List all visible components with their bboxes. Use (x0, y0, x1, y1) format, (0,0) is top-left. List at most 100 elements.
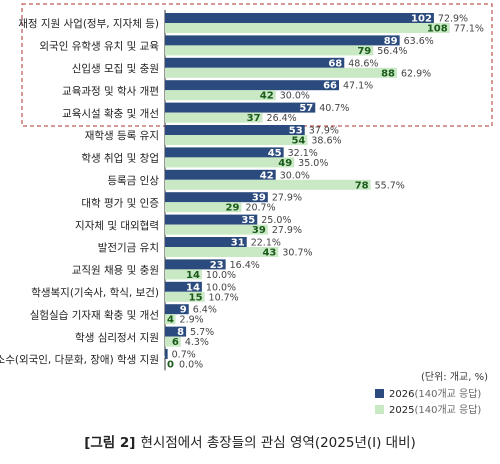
bar-2025 (165, 179, 371, 190)
bar-2026 (165, 192, 268, 203)
count-label-2025: 39 (252, 225, 266, 236)
bar-2026 (165, 147, 284, 158)
count-label-2026: 102 (411, 14, 432, 25)
percent-label-2025: 20.7% (245, 203, 275, 214)
unit-note: (단위: 개교, %) (421, 370, 488, 383)
bar-2026 (165, 349, 168, 359)
count-label-2026: 89 (384, 36, 398, 47)
count-label-2026: 57 (299, 103, 313, 114)
count-label-2025: 4 (167, 315, 174, 326)
percent-label-2026: 0.7% (172, 350, 196, 361)
bar-row: 학생복지(기숙사, 학식, 보건) 14 10.0%15 10.7% (31, 281, 239, 303)
bar-row: 대학 평가 및 인증 39 27.9% 29 20.7% (81, 192, 302, 214)
percent-label-2026: 22.1% (251, 238, 281, 249)
bar-row: 재정 지원 사업(정부, 지자체 등) 102 72.9%108 77.1% (18, 13, 484, 35)
category-label: 발전기금 유치 (98, 242, 159, 254)
percent-label-2025: 62.9% (401, 68, 431, 79)
bar-2025 (165, 336, 181, 347)
count-label-2025: 54 (291, 136, 305, 147)
percent-label-2025: 30.7% (282, 248, 312, 259)
legend-series-note-2026: (140개교 응답) (414, 388, 481, 400)
count-label-2026: 31 (231, 238, 245, 249)
category-label: 소수(외국인, 다문화, 장애) 학생 지원 (0, 354, 159, 366)
percent-label-2026: 32.1% (288, 148, 318, 159)
bar-2026 (165, 214, 258, 225)
category-label: 학생 취업 및 창업 (81, 152, 159, 165)
chart-caption: [그림 2] 현시점에서 총장들의 관심 영역(2025년(Ⅰ) 대비) (84, 435, 416, 451)
caption-text: 현시점에서 총장들의 관심 영역(2025년(Ⅰ) 대비) (140, 435, 415, 451)
bar-2025 (165, 157, 295, 168)
count-label-2026: 53 (289, 126, 303, 137)
percent-label-2026: 27.9% (272, 193, 302, 204)
bar-2025 (165, 135, 308, 145)
count-label-2026: 45 (268, 148, 282, 159)
percent-label-2026: 63.6% (404, 36, 434, 47)
count-label-2026: 68 (328, 58, 342, 69)
bar-2026 (165, 125, 305, 135)
bar-row: 외국인 유학생 유치 및 교육 89 63.6% 79 56.4% (39, 35, 434, 57)
legend: 2026(140개교 응답) 2025(140개교 응답) (375, 388, 481, 416)
percent-label-2026: 37.9% (309, 126, 339, 137)
percent-label-2025: 2.9% (180, 315, 204, 326)
count-label-2026: 39 (252, 193, 266, 204)
percent-label-2025: 55.7% (375, 180, 405, 191)
bar-2025 (165, 90, 276, 101)
bar-row: 교직원 채용 및 충원 23 16.4% 14 10.0% (72, 259, 260, 281)
bar-2025 (165, 67, 397, 78)
bar-2026 (165, 13, 434, 23)
bar-row: 재학생 등록 유지 53 37.9% 54 38.6% (85, 125, 342, 147)
bar-row: 교육과정 및 학사 개편 66 47.1% 42 30.0% (62, 80, 373, 102)
bar-2026 (165, 281, 202, 292)
count-label-2025: 49 (278, 158, 292, 169)
percent-label-2025: 38.6% (311, 136, 341, 147)
category-label: 학생 심리정서 지원 (75, 332, 159, 344)
bar-2026 (165, 80, 339, 91)
count-label-2026: 1 (159, 350, 166, 361)
count-label-2026: 14 (186, 282, 200, 293)
percent-label-2025: 10.0% (206, 270, 236, 281)
count-label-2026: 35 (241, 215, 255, 226)
legend-label-2026: 2026(140개교 응답) (389, 388, 481, 400)
count-label-2025: 37 (247, 113, 261, 124)
percent-label-2025: 27.9% (272, 225, 302, 236)
count-label-2025: 6 (172, 337, 179, 348)
legend-series-name-2025: 2025 (389, 405, 414, 416)
bar-2025 (165, 269, 202, 280)
bar-2025 (165, 202, 242, 213)
percent-label-2026: 10.0% (206, 282, 236, 293)
bar-2026 (165, 304, 189, 315)
percent-label-2025: 30.0% (280, 91, 310, 102)
percent-label-2026: 6.4% (193, 305, 217, 316)
percent-label-2025: 77.1% (454, 24, 484, 35)
bar-row: 신입생 모집 및 충원 68 48.6%88 62.9% (72, 57, 431, 79)
count-label-2026: 23 (210, 260, 224, 271)
count-label-2026: 42 (260, 170, 274, 181)
percent-label-2026: 40.7% (319, 103, 349, 114)
bar-2026 (165, 237, 247, 247)
bar-row: 실험실습 기자재 확충 및 개선 9 6.4% 4 2.9% (30, 304, 217, 326)
count-label-2025: 15 (189, 292, 203, 303)
bar-row: 지자체 및 대외협력 35 25.0%39 27.9% (75, 214, 302, 236)
percent-label-2026: 25.0% (261, 215, 291, 226)
percent-label-2025: 10.7% (209, 292, 239, 303)
legend-swatch-2026 (375, 389, 384, 398)
percent-label-2025: 0.0% (179, 360, 203, 371)
count-label-2025: 108 (427, 24, 448, 35)
bar-2025 (165, 247, 279, 257)
percent-label-2026: 48.6% (348, 58, 378, 69)
bar-row: 학생 취업 및 창업 45 32.1%49 35.0% (81, 147, 328, 169)
count-label-2025: 78 (355, 180, 369, 191)
count-label-2026: 8 (177, 327, 184, 338)
caption-prefix: [그림 2] (84, 435, 135, 451)
category-label: 재학생 등록 유지 (85, 130, 159, 142)
bar-2026 (165, 57, 345, 68)
percent-label-2025: 56.4% (377, 46, 407, 57)
bar-2026 (165, 259, 226, 270)
legend-label-2025: 2025(140개교 응답) (389, 404, 481, 416)
bar-2026 (165, 169, 276, 180)
bar-2025 (165, 224, 268, 235)
bar-2025 (165, 45, 374, 56)
count-label-2025: 42 (260, 91, 274, 102)
count-label-2025: 88 (381, 68, 395, 79)
